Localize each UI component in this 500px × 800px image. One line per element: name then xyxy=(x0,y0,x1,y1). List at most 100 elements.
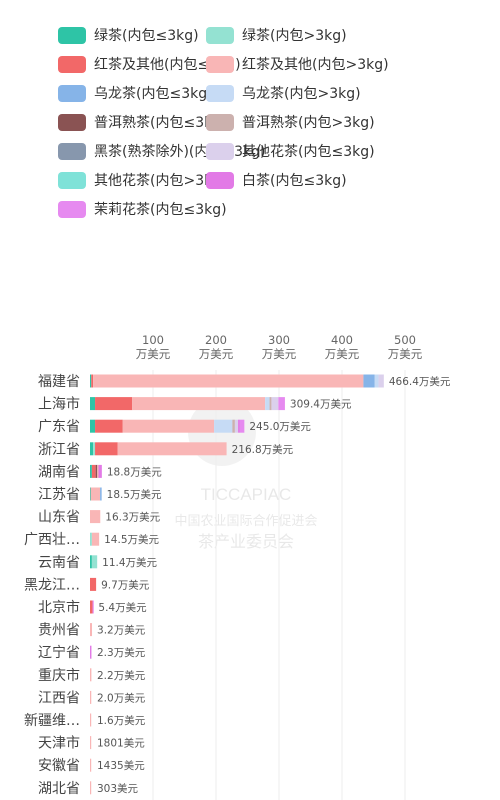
bar-segment[interactable] xyxy=(90,419,96,433)
legend-item[interactable]: 其他花茶(内包>3kg) xyxy=(58,170,227,190)
y-tick-label: 云南省 xyxy=(38,555,80,571)
bar-segment[interactable] xyxy=(92,600,94,614)
bar-segment[interactable] xyxy=(90,487,101,501)
value-labels: 466.4万美元 309.4万美元 245.0万美元 216.8万美元 18.8万美元 1… xyxy=(97,375,451,795)
bar-segment[interactable] xyxy=(90,397,96,411)
bar-segment[interactable] xyxy=(132,397,266,411)
bar-segment[interactable] xyxy=(271,397,279,411)
bar-segment[interactable] xyxy=(91,555,98,569)
bar-segment[interactable] xyxy=(238,419,240,433)
bar-segment[interactable] xyxy=(90,713,92,727)
bar-segment[interactable] xyxy=(90,510,101,524)
bar-segment[interactable] xyxy=(90,487,92,501)
y-tick-label: 辽宁省 xyxy=(38,644,80,661)
legend-swatch xyxy=(58,113,86,131)
bar-segment[interactable] xyxy=(234,419,239,433)
legend-swatch xyxy=(206,113,234,131)
bar-segment[interactable] xyxy=(90,555,92,569)
bar-segment[interactable] xyxy=(90,374,92,388)
bar-segment[interactable] xyxy=(90,464,92,478)
x-tick-unit: 万美元 xyxy=(262,347,297,361)
data-label: 1435美元 xyxy=(97,759,145,772)
bar-segment[interactable] xyxy=(95,397,133,411)
y-tick-label: 贵州省 xyxy=(38,623,80,639)
bar-segment[interactable] xyxy=(93,374,364,388)
bar-segment[interactable] xyxy=(214,419,233,433)
bar-segment[interactable] xyxy=(378,374,384,388)
legend-swatch xyxy=(58,84,86,102)
bar-segment[interactable] xyxy=(95,442,118,456)
legend-swatch xyxy=(58,200,86,218)
legend-label: 普洱熟茶(内包>3kg) xyxy=(242,115,375,131)
bar-segment[interactable] xyxy=(278,397,285,411)
bar-segment[interactable] xyxy=(117,442,227,456)
y-tick-label: 上海市 xyxy=(38,396,80,413)
legend-swatch xyxy=(58,26,86,44)
legend-label: 白茶(内包≤3kg) xyxy=(242,173,347,189)
x-tick-unit: 万美元 xyxy=(388,347,423,361)
y-tick-label: 黑龙江… xyxy=(24,577,80,593)
legend-item[interactable]: 绿茶(内包≤3kg) xyxy=(58,25,199,45)
legend-label: 茉莉花茶(内包≤3kg) xyxy=(94,202,227,218)
bar-segment[interactable] xyxy=(90,532,92,546)
x-tick-unit: 万美元 xyxy=(199,347,234,361)
x-tick-unit: 万美元 xyxy=(136,347,171,361)
bar-segment[interactable] xyxy=(269,397,272,411)
bar-segment[interactable] xyxy=(90,577,97,591)
legend-item[interactable]: 红茶及其他(内包>3kg) xyxy=(206,54,389,74)
y-tick-label: 江苏省 xyxy=(38,487,80,503)
legend-label: 乌龙茶(内包>3kg) xyxy=(242,86,361,102)
bar-segment[interactable] xyxy=(374,374,379,388)
legend-item[interactable]: 白茶(内包≤3kg) xyxy=(206,170,347,190)
data-label: 2.0万美元 xyxy=(97,691,146,704)
bar-segment[interactable] xyxy=(239,419,245,433)
legend-swatch xyxy=(206,171,234,189)
legend-item[interactable]: 乌龙茶(内包>3kg) xyxy=(206,83,361,103)
bar-segment[interactable] xyxy=(95,464,98,478)
bar-segment[interactable] xyxy=(97,464,99,478)
y-tick-label: 重庆市 xyxy=(38,667,80,684)
data-label: 3.2万美元 xyxy=(97,624,146,637)
legend-label: 普洱熟茶(内包≤3kg) xyxy=(94,115,227,131)
legend-item[interactable]: 普洱熟茶(内包>3kg) xyxy=(206,112,375,132)
y-tick-label: 江西省 xyxy=(38,690,80,706)
bar-segment[interactable] xyxy=(363,374,375,388)
x-tick-value: 200 xyxy=(205,333,227,347)
bar-segment[interactable] xyxy=(95,419,123,433)
data-label: 11.4万美元 xyxy=(102,556,157,569)
bar-segment[interactable] xyxy=(91,532,100,546)
bar-segment[interactable] xyxy=(90,645,92,659)
bar-segment[interactable] xyxy=(100,487,102,501)
bar-segment[interactable] xyxy=(91,374,94,388)
watermark-line3: 茶产业委员会 xyxy=(198,532,294,551)
bar-segment[interactable] xyxy=(93,442,96,456)
data-label: 5.4万美元 xyxy=(98,601,147,614)
y-tick-label: 北京市 xyxy=(38,599,80,616)
legend-item[interactable]: 茉莉花茶(内包≤3kg) xyxy=(58,199,227,219)
bar-segment[interactable] xyxy=(98,464,102,478)
legend-item[interactable]: 普洱熟茶(内包≤3kg) xyxy=(58,112,227,132)
bar-segment[interactable] xyxy=(90,736,92,750)
data-label: 303美元 xyxy=(97,782,139,795)
legend-swatch xyxy=(206,84,234,102)
bar-segment[interactable] xyxy=(90,442,94,456)
legend-item[interactable]: 红茶及其他(内包≤3kg) xyxy=(58,54,241,74)
legend-item[interactable]: 乌龙茶(内包≤3kg) xyxy=(58,83,213,103)
bar-segment[interactable] xyxy=(90,668,92,682)
bar-segment[interactable] xyxy=(91,464,96,478)
legend-item[interactable]: 其他花茶(内包≤3kg) xyxy=(206,141,375,161)
legend-label: 绿茶(内包≤3kg) xyxy=(94,28,199,44)
y-tick-label: 湖北省 xyxy=(38,781,80,797)
bar-segment[interactable] xyxy=(90,758,92,772)
legend-item[interactable]: 绿茶(内包>3kg) xyxy=(206,25,347,45)
bar-segment[interactable] xyxy=(90,600,93,614)
bar-segment[interactable] xyxy=(90,781,92,795)
bar-segment[interactable] xyxy=(232,419,235,433)
bar-segment[interactable] xyxy=(90,623,93,637)
bar-segment[interactable] xyxy=(90,690,92,704)
grid-lines xyxy=(152,370,406,800)
bar-segment[interactable] xyxy=(122,419,215,433)
y-tick-label: 安徽省 xyxy=(38,758,80,774)
bar-segment[interactable] xyxy=(265,397,270,411)
